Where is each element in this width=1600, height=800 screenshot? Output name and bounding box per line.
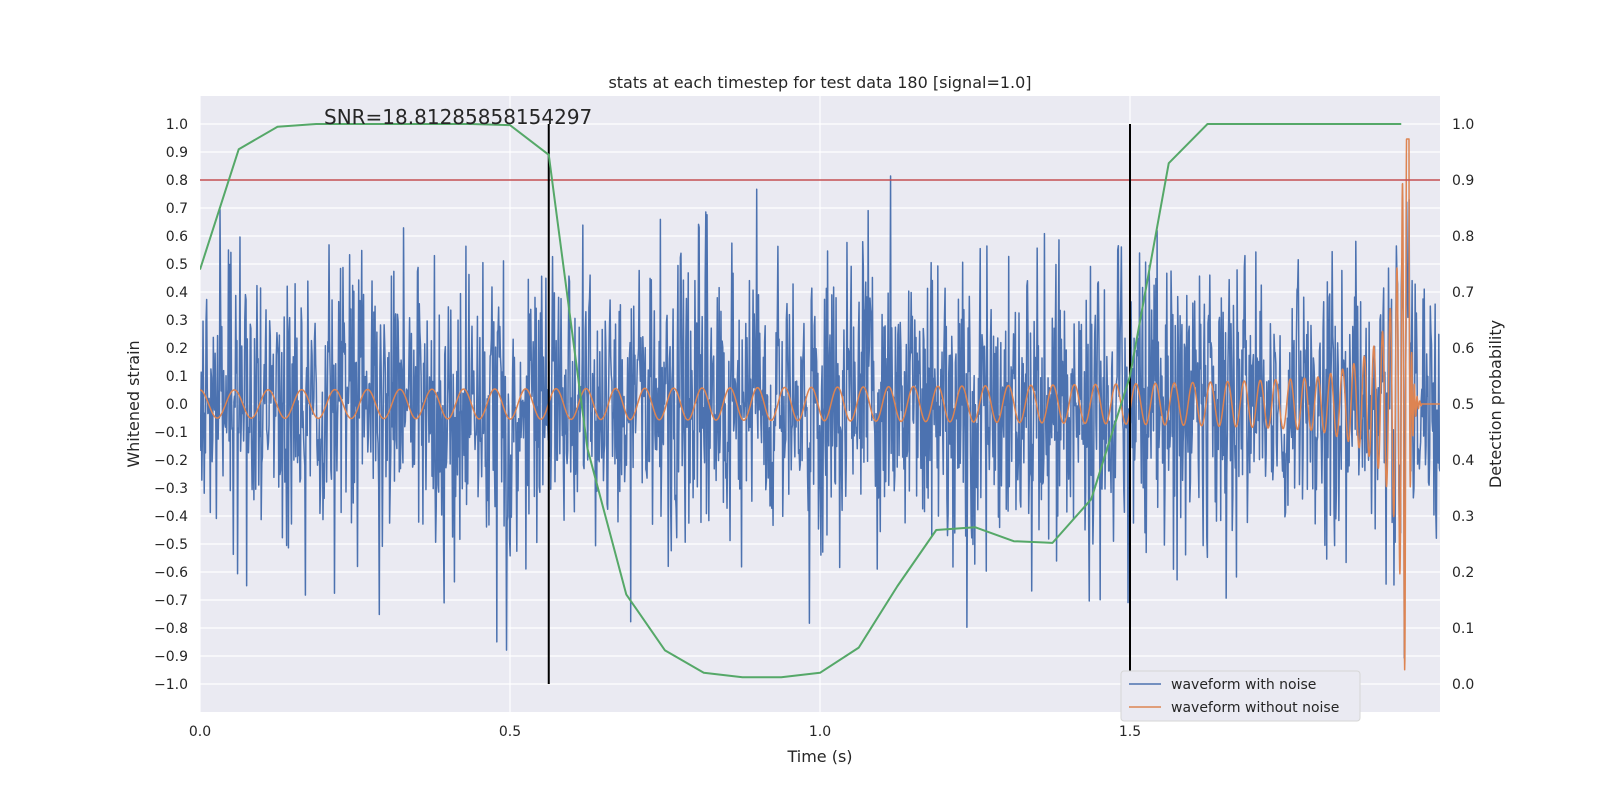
series-layer	[200, 123, 1440, 684]
y-tick-label-left: 0.7	[166, 201, 188, 217]
y-tick-label-left: −0.1	[154, 425, 188, 441]
y-tick-label-left: −0.8	[154, 621, 188, 637]
y-tick-label-left: 0.3	[166, 313, 188, 329]
y-tick-label-right: 0.7	[1452, 285, 1474, 301]
y-tick-label-left: 0.1	[166, 369, 188, 385]
y-tick-label-right: 0.8	[1452, 229, 1474, 245]
x-tick-label: 0.5	[499, 724, 521, 740]
x-tick-label: 1.0	[809, 724, 831, 740]
x-tick-label: 1.5	[1119, 724, 1141, 740]
legend-box	[1120, 670, 1361, 722]
y-axis-left-ticks: −1.0 −0.9 −0.8 −0.7 −0.6 −0.5 −0.4 −0.3 −0.2 −0.1…	[154, 117, 188, 693]
y-tick-label-left: 0.6	[166, 229, 188, 245]
y-tick-label-left: −1.0	[154, 677, 188, 693]
y-tick-label-right: 0.9	[1452, 173, 1474, 189]
legend-label-noise: waveform with noise	[1171, 677, 1316, 693]
y-tick-label-left: 0.0	[166, 397, 188, 413]
legend: waveform with noise waveform without noi…	[1120, 670, 1361, 722]
snr-annotation: SNR=18.81285858154297	[324, 105, 592, 129]
y-axis-right-label: Detection probability	[1486, 320, 1505, 488]
series-waveform-without-noise	[200, 138, 1440, 671]
x-axis-label: Time (s)	[786, 747, 852, 766]
y-axis-right-ticks: 0.0 0.1 0.2 0.3 0.4 0.5 0.6 0.7 0.8 0.9 1.0	[1452, 117, 1474, 693]
y-tick-label-right: 0.3	[1452, 509, 1474, 525]
y-tick-label-left: 0.5	[166, 257, 188, 273]
chart-title: stats at each timestep for test data 180…	[608, 73, 1031, 92]
y-tick-label-left: 0.4	[166, 285, 188, 301]
series-detection-probability	[200, 123, 1402, 679]
y-tick-label-left: 0.9	[166, 145, 188, 161]
legend-label-clean: waveform without noise	[1171, 700, 1339, 716]
x-tick-label: 0.0	[189, 724, 211, 740]
y-tick-label-left: −0.9	[154, 649, 188, 665]
y-tick-label-right: 0.2	[1452, 565, 1474, 581]
y-tick-label-left: 0.8	[166, 173, 188, 189]
y-tick-label-left: −0.7	[154, 593, 188, 609]
y-tick-label-right: 0.5	[1452, 397, 1474, 413]
y-tick-label-right: 1.0	[1452, 117, 1474, 133]
y-tick-label-left: 1.0	[166, 117, 188, 133]
y-tick-label-left: −0.4	[154, 509, 188, 525]
y-tick-label-left: −0.5	[154, 537, 188, 553]
y-tick-label-left: −0.6	[154, 565, 188, 581]
y-axis-left-label: Whitened strain	[124, 340, 143, 467]
x-axis-ticks: 0.0 0.5 1.0 1.5	[189, 724, 1141, 740]
y-tick-label-right: 0.1	[1452, 621, 1474, 637]
y-tick-label-right: 0.4	[1452, 453, 1474, 469]
y-tick-label-left: −0.2	[154, 453, 188, 469]
y-tick-label-left: −0.3	[154, 481, 188, 497]
y-tick-label-left: 0.2	[166, 341, 188, 357]
y-tick-label-right: 0.6	[1452, 341, 1474, 357]
y-tick-label-right: 0.0	[1452, 677, 1474, 693]
series-waveform-with-noise	[200, 175, 1440, 659]
